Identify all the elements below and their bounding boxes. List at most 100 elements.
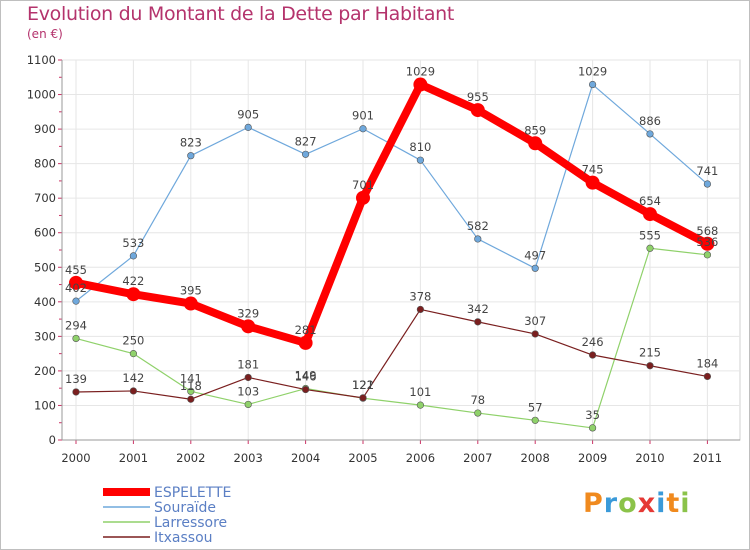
data-point	[129, 350, 137, 358]
data-label: 533	[122, 236, 144, 250]
data-label: 142	[122, 371, 144, 385]
data-point	[588, 351, 597, 359]
data-point	[703, 180, 712, 188]
series-line-espelette	[72, 80, 712, 347]
data-point	[646, 244, 654, 252]
data-label: 250	[122, 334, 144, 348]
data-point	[531, 330, 539, 338]
y-tick-label: 900	[34, 122, 56, 136]
data-point	[646, 362, 654, 370]
data-label: 141	[180, 371, 202, 385]
data-point	[183, 296, 198, 311]
data-label: 78	[470, 393, 485, 407]
logo-letter: i	[680, 488, 691, 519]
data-label: 582	[467, 219, 489, 233]
data-point	[703, 372, 712, 381]
x-tick-label: 2003	[234, 451, 263, 465]
logo-letter: P	[583, 488, 604, 519]
data-label: 281	[295, 323, 317, 337]
y-tick-label: 300	[34, 329, 56, 343]
data-point	[72, 334, 80, 343]
data-label: 654	[639, 194, 661, 208]
data-label: 139	[65, 372, 87, 386]
data-point	[470, 103, 485, 118]
y-tick-label: 1000	[27, 88, 56, 102]
x-tick-label: 2004	[291, 451, 320, 465]
data-label: 35	[585, 408, 600, 422]
data-point	[416, 156, 425, 164]
data-point	[528, 136, 543, 151]
data-point	[588, 424, 597, 432]
x-tick-label: 2010	[635, 451, 664, 465]
data-label: 955	[467, 90, 489, 104]
data-point	[244, 123, 252, 131]
legend-label: Souraïde	[154, 500, 216, 516]
data-point	[703, 251, 712, 259]
data-point	[643, 207, 657, 222]
data-label: 122	[352, 378, 374, 392]
data-label: 536	[696, 235, 718, 249]
data-point	[416, 305, 425, 314]
logo-letter: i	[656, 488, 667, 519]
data-point	[359, 394, 367, 402]
chart-title: Evolution du Montant de la Dette par Hab…	[27, 3, 455, 25]
data-point	[72, 297, 80, 305]
data-point	[646, 130, 654, 138]
data-label: 1029	[578, 65, 607, 79]
data-label: 118	[180, 379, 202, 393]
data-label: 294	[65, 318, 87, 332]
data-label: 149	[295, 369, 317, 383]
data-point	[356, 190, 370, 205]
data-label: 745	[582, 163, 604, 177]
data-point	[69, 275, 83, 290]
data-point	[474, 318, 482, 326]
data-label: 184	[696, 356, 718, 370]
data-point	[585, 175, 600, 190]
data-point	[244, 373, 252, 382]
y-tick-label: 0	[49, 433, 56, 447]
data-label: 422	[122, 274, 144, 288]
legend-label: ESPELETTE	[154, 485, 231, 501]
y-tick-label: 1100	[27, 53, 56, 67]
data-label: 329	[237, 306, 259, 320]
data-label: 455	[65, 263, 87, 277]
data-point	[72, 388, 80, 396]
data-point	[474, 235, 482, 243]
data-label: 555	[639, 228, 661, 242]
series-line-itxassou	[75, 308, 709, 400]
data-label: 568	[696, 224, 718, 238]
data-point	[416, 401, 425, 409]
data-label: 307	[524, 314, 546, 328]
data-point	[588, 80, 597, 89]
x-tick-label: 2011	[693, 451, 722, 465]
data-label: 378	[409, 289, 431, 303]
data-point	[302, 385, 310, 394]
data-label: 402	[65, 281, 87, 295]
data-label: 342	[467, 302, 489, 316]
data-point	[531, 264, 539, 272]
data-label: 101	[409, 385, 431, 399]
y-tick-label: 500	[34, 260, 56, 274]
data-label: 886	[639, 114, 661, 128]
y-tick-label: 100	[34, 398, 56, 412]
x-tick-label: 2007	[463, 451, 492, 465]
legend-label: Itxassou	[154, 530, 213, 546]
data-label: 823	[180, 136, 202, 150]
data-label: 246	[582, 335, 604, 349]
data-label: 181	[237, 357, 259, 371]
data-point	[241, 319, 256, 334]
logo-letter: o	[618, 488, 638, 519]
data-label: 57	[528, 400, 543, 414]
data-label: 827	[295, 134, 317, 148]
data-point	[187, 387, 195, 395]
data-point	[298, 335, 313, 350]
data-point	[129, 387, 137, 395]
x-tick-label: 2008	[521, 451, 550, 465]
y-tick-label: 600	[34, 226, 56, 240]
data-label: 901	[352, 109, 374, 123]
logo-letter: r	[603, 488, 619, 519]
data-label: 103	[237, 384, 259, 398]
y-tick-label: 700	[34, 191, 56, 205]
data-point	[413, 77, 428, 92]
